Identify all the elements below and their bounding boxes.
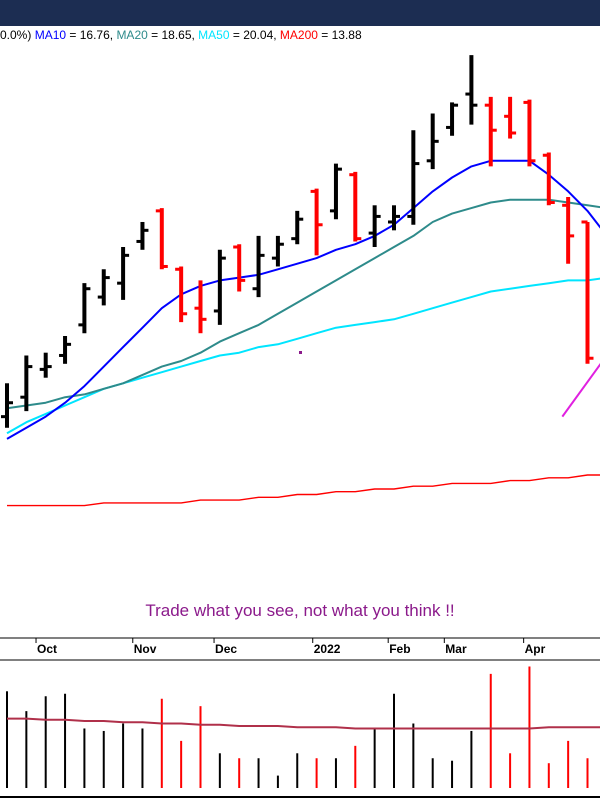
ohlc-bar <box>465 55 478 125</box>
ohlc-bar <box>581 220 594 364</box>
axis-tick-label: Apr <box>525 642 546 656</box>
ohlc-bar <box>252 235 265 298</box>
ohlc-bar <box>213 249 226 325</box>
legend-ma50-value: = 20.04, <box>229 28 280 42</box>
legend-ma20-value: = 18.65, <box>147 28 199 42</box>
ohlc-bar <box>562 196 575 264</box>
ohlc-bar <box>484 96 497 167</box>
legend-ma50-label: MA50 <box>198 28 230 42</box>
ohlc-bar <box>155 208 168 270</box>
ma20-line <box>6 198 600 410</box>
legend-ma200-value: = 13.88 <box>317 28 362 42</box>
ohlc-bar <box>523 99 536 167</box>
ma10-line <box>6 159 600 440</box>
legend-ma10-label: MA10 <box>34 28 67 42</box>
marker-dot <box>299 351 302 354</box>
ohlc-bar <box>59 336 72 364</box>
ohlc-bar <box>388 205 400 231</box>
ohlc-bar <box>291 210 304 245</box>
ma50-line <box>6 277 600 435</box>
ma200-line <box>7 474 600 507</box>
ohlc-bar <box>233 244 246 292</box>
ohlc-bar <box>1 383 13 428</box>
ohlc-bar <box>329 163 342 220</box>
ohlc-bar <box>349 171 362 242</box>
legend-ma200-label: MA200 <box>279 28 318 42</box>
ohlc-bar <box>194 280 207 334</box>
ohlc-bar <box>426 113 439 170</box>
axis-tick-label: Oct <box>37 642 57 656</box>
axis-tick-label: Nov <box>134 642 157 656</box>
ohlc-bar <box>271 235 284 267</box>
ohlc-bar <box>175 266 188 323</box>
ohlc-bar <box>97 269 110 306</box>
ma-legend: 0.0%) MA10 = 16.76, MA20 = 18.65, MA50 =… <box>0 27 362 43</box>
ohlc-bar <box>542 152 555 206</box>
legend-ma20-label: MA20 <box>116 28 148 42</box>
ohlc-bar <box>504 96 517 139</box>
trendline <box>561 362 600 418</box>
axis-tick-label: 2022 <box>314 642 341 656</box>
axis-tick-label: Dec <box>215 642 237 656</box>
ohlc-bar <box>117 247 130 300</box>
date-axis: Oct Nov Dec 2022 Feb Mar Apr <box>0 637 600 661</box>
legend-ma10-value: = 16.76, <box>66 28 117 42</box>
chart-annotation: Trade what you see, not what you think !… <box>145 601 454 620</box>
axis-tick-label: Mar <box>445 642 467 656</box>
ohlc-bar <box>446 102 459 136</box>
price-pane <box>1 55 600 507</box>
ohlc-bar <box>20 355 33 412</box>
volume-pane <box>6 666 600 788</box>
ohlc-bar <box>310 188 323 256</box>
window-header <box>0 0 600 26</box>
ohlc-bar <box>39 352 52 378</box>
legend-prefix: 0.0%) <box>0 28 32 42</box>
ohlc-bar <box>136 221 149 250</box>
ohlc-bar <box>368 205 381 248</box>
bottom-border <box>0 796 600 798</box>
ohlc-bar <box>407 130 420 225</box>
volume-ma-line <box>7 717 600 730</box>
ohlc-bar <box>78 283 91 334</box>
axis-tick-label: Feb <box>389 642 410 656</box>
